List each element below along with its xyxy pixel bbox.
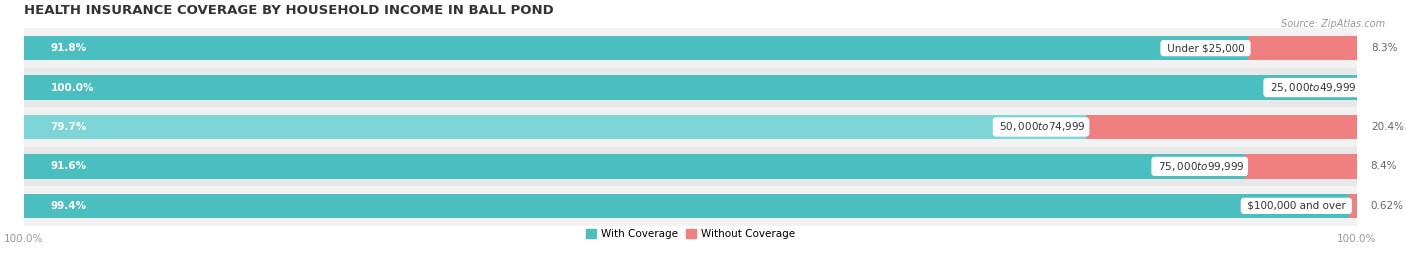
Bar <box>24 68 1357 107</box>
Bar <box>24 186 1357 225</box>
Text: Source: ZipAtlas.com: Source: ZipAtlas.com <box>1281 19 1385 29</box>
Text: 100.0%: 100.0% <box>51 83 94 93</box>
Text: $25,000 to $49,999: $25,000 to $49,999 <box>1267 81 1357 94</box>
Text: 99.4%: 99.4% <box>51 201 87 211</box>
Bar <box>24 147 1357 186</box>
Text: $100,000 and over: $100,000 and over <box>1244 201 1348 211</box>
Text: 91.6%: 91.6% <box>51 161 87 171</box>
Bar <box>1087 115 1358 139</box>
Bar <box>24 28 1357 68</box>
Text: $75,000 to $99,999: $75,000 to $99,999 <box>1154 160 1244 173</box>
Bar <box>1247 36 1358 60</box>
Bar <box>24 115 1087 139</box>
Bar <box>1244 154 1357 179</box>
Text: 20.4%: 20.4% <box>1371 122 1405 132</box>
Text: Under $25,000: Under $25,000 <box>1164 43 1247 53</box>
Text: HEALTH INSURANCE COVERAGE BY HOUSEHOLD INCOME IN BALL POND: HEALTH INSURANCE COVERAGE BY HOUSEHOLD I… <box>24 4 554 17</box>
Text: 8.4%: 8.4% <box>1371 161 1396 171</box>
Text: 0.62%: 0.62% <box>1371 201 1403 211</box>
Bar <box>1348 194 1357 218</box>
Bar <box>24 194 1348 218</box>
Bar <box>24 107 1357 147</box>
Text: $50,000 to $74,999: $50,000 to $74,999 <box>995 120 1087 133</box>
Bar <box>24 75 1357 100</box>
Bar <box>24 154 1244 179</box>
Text: 91.8%: 91.8% <box>51 43 87 53</box>
Legend: With Coverage, Without Coverage: With Coverage, Without Coverage <box>582 225 799 243</box>
Bar <box>24 36 1247 60</box>
Text: 79.7%: 79.7% <box>51 122 87 132</box>
Text: 8.3%: 8.3% <box>1371 43 1398 53</box>
